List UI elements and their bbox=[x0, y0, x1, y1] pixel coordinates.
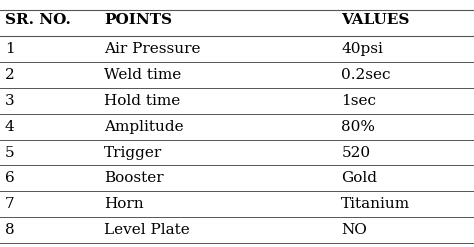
Text: Booster: Booster bbox=[104, 171, 164, 185]
Text: 8: 8 bbox=[5, 223, 14, 237]
Text: 3: 3 bbox=[5, 94, 14, 108]
Text: Trigger: Trigger bbox=[104, 145, 163, 160]
Text: 1sec: 1sec bbox=[341, 94, 376, 108]
Text: 7: 7 bbox=[5, 197, 14, 211]
Text: Level Plate: Level Plate bbox=[104, 223, 190, 237]
Text: 40psi: 40psi bbox=[341, 42, 383, 56]
Text: 80%: 80% bbox=[341, 120, 375, 134]
Text: Weld time: Weld time bbox=[104, 68, 182, 82]
Text: 6: 6 bbox=[5, 171, 15, 185]
Text: POINTS: POINTS bbox=[104, 13, 172, 27]
Text: 0.2sec: 0.2sec bbox=[341, 68, 391, 82]
Text: 2: 2 bbox=[5, 68, 15, 82]
Text: 520: 520 bbox=[341, 145, 370, 160]
Text: 5: 5 bbox=[5, 145, 14, 160]
Text: Gold: Gold bbox=[341, 171, 377, 185]
Text: Horn: Horn bbox=[104, 197, 144, 211]
Text: SR. NO.: SR. NO. bbox=[5, 13, 71, 27]
Text: NO: NO bbox=[341, 223, 367, 237]
Text: 1: 1 bbox=[5, 42, 15, 56]
Text: Titanium: Titanium bbox=[341, 197, 410, 211]
Text: 4: 4 bbox=[5, 120, 15, 134]
Text: Hold time: Hold time bbox=[104, 94, 181, 108]
Text: VALUES: VALUES bbox=[341, 13, 410, 27]
Text: Air Pressure: Air Pressure bbox=[104, 42, 201, 56]
Text: Amplitude: Amplitude bbox=[104, 120, 184, 134]
